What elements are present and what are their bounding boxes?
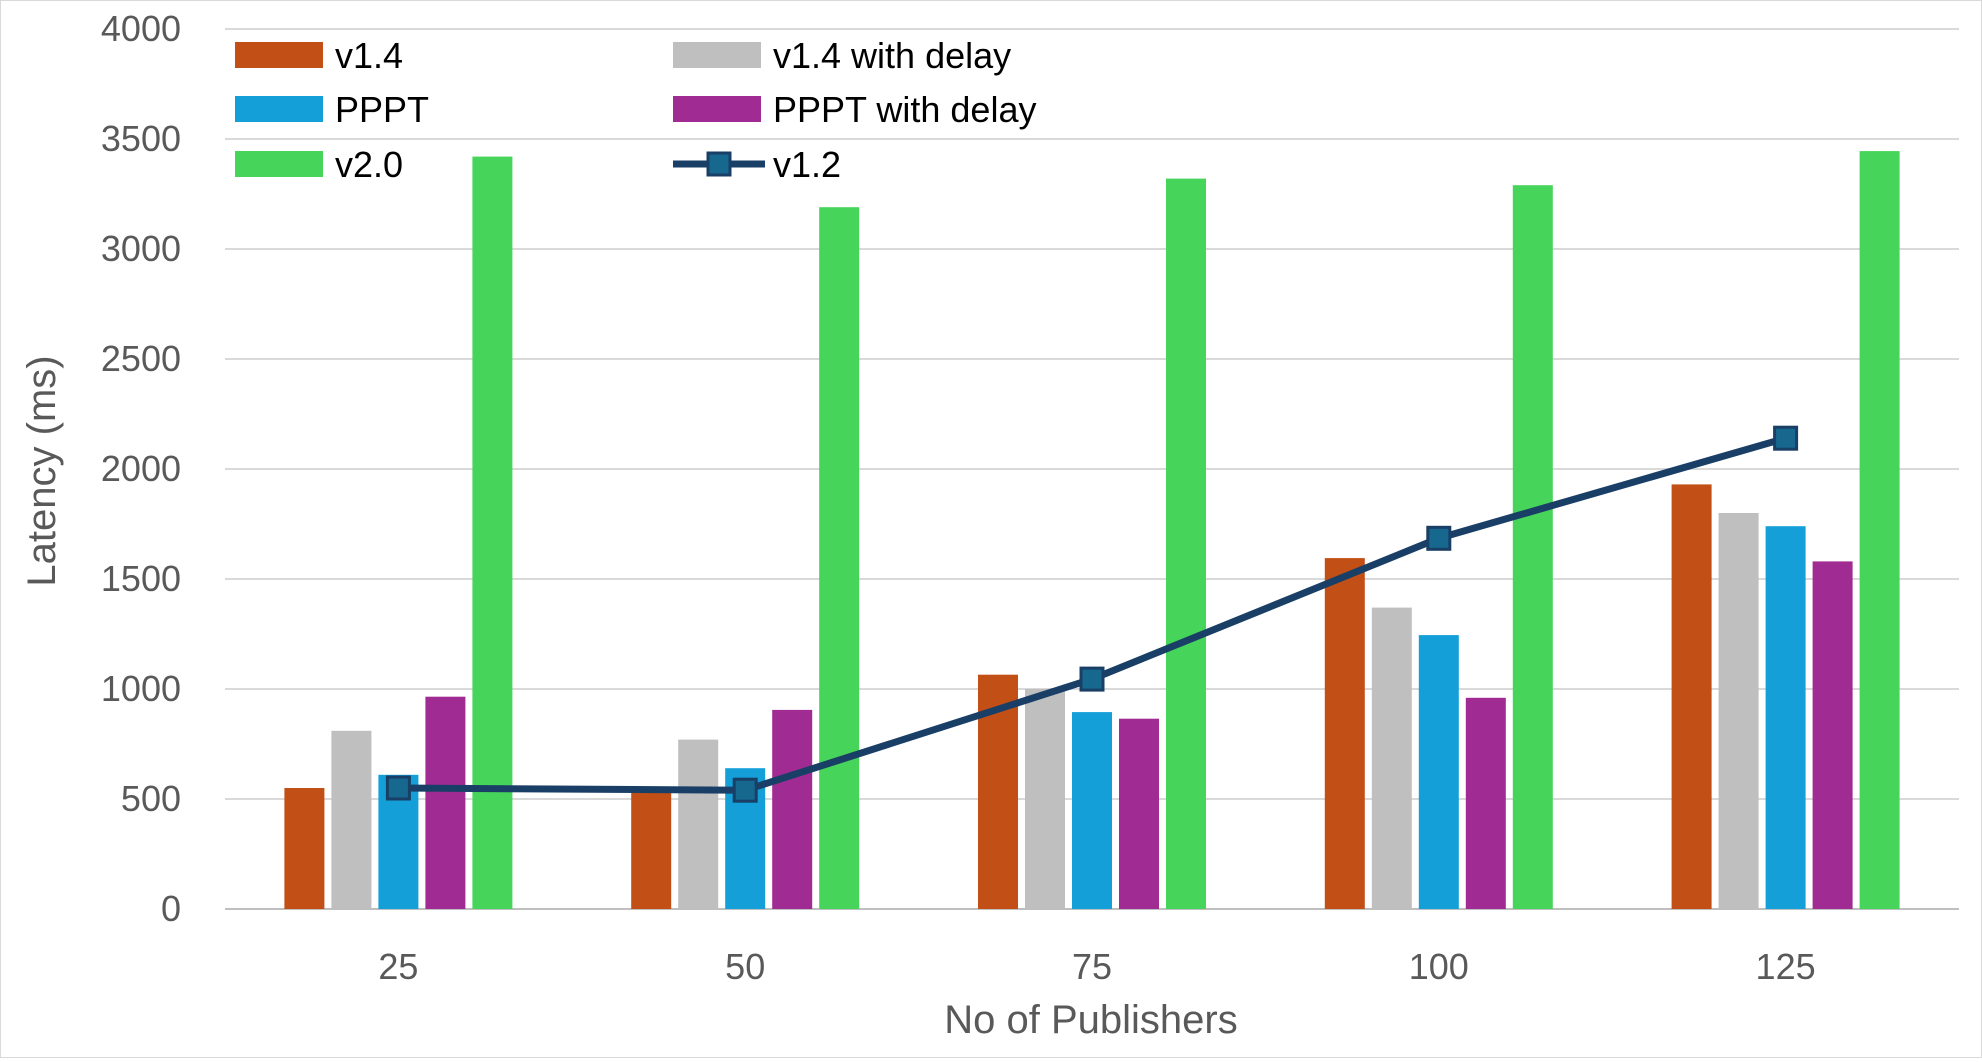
bar-pppt-with-delay-125	[1812, 561, 1853, 909]
bar-v2-0-125	[1859, 151, 1900, 910]
point-v1-2-50	[732, 777, 758, 803]
y-tick-label: 2500	[101, 338, 181, 379]
bar-pppt-with-delay-50	[772, 709, 813, 909]
bar-v1-4-25	[284, 788, 325, 909]
legend-item-pppt: PPPT	[235, 89, 429, 130]
bar-v2-0-75	[1166, 178, 1206, 910]
bar-v1-4-with-delay-75	[1025, 689, 1065, 909]
x-tick-label: 100	[1409, 946, 1469, 987]
bar-pppt-with-delay-25	[425, 696, 466, 909]
point-v1-2-75	[1079, 666, 1105, 692]
y-tick-label: 3500	[101, 118, 181, 159]
y-tick-label: 2000	[101, 448, 181, 489]
bar-pppt-125	[1765, 526, 1806, 909]
y-axis-title: Latency (ms)	[20, 355, 64, 586]
bar-pppt-with-delay-100	[1465, 697, 1506, 909]
legend-item-v2-0: v2.0	[235, 144, 403, 185]
y-axis-ticks: 0 500 1000 1500 2000 2500 3000 3500 4000	[101, 8, 181, 929]
legend-label: v1.4	[335, 35, 403, 76]
x-tick-label: 125	[1756, 946, 1816, 987]
legend-label: PPPT	[335, 89, 429, 130]
x-tick-label: 50	[725, 946, 765, 987]
legend-swatch	[235, 96, 323, 122]
legend-item-v1-2: v1.2	[673, 144, 841, 185]
bar-v1-4-with-delay-100	[1371, 607, 1412, 909]
x-tick-label: 75	[1072, 946, 1112, 987]
legend-label: v1.4 with delay	[773, 35, 1011, 76]
legend-item-v1-4: v1.4	[235, 35, 403, 76]
y-tick-label: 3000	[101, 228, 181, 269]
legend-swatch	[235, 151, 323, 177]
point-v1-2-25	[385, 775, 411, 801]
legend-label: PPPT with delay	[773, 89, 1036, 130]
bar-v1-4-100	[1324, 558, 1365, 909]
y-tick-label: 1000	[101, 668, 181, 709]
bar-v2-0-100	[1512, 185, 1553, 909]
bar-pppt-75	[1072, 712, 1112, 909]
y-tick-label: 1500	[101, 558, 181, 599]
bar-v1-4-with-delay-50	[678, 739, 719, 909]
point-v1-2-100	[1426, 525, 1452, 551]
bars	[284, 151, 1900, 910]
legend-swatch	[673, 42, 761, 68]
legend: v1.4 v1.4 with delay PPPT PPPT with delay v2…	[235, 35, 1036, 185]
legend-label: v2.0	[335, 144, 403, 185]
bar-v1-4-50	[631, 789, 672, 909]
legend-marker	[706, 151, 732, 177]
legend-swatch	[235, 42, 323, 68]
bar-v2-0-25	[472, 156, 513, 910]
y-tick-label: 4000	[101, 8, 181, 49]
x-axis-ticks: 25 50 75 100 125	[378, 946, 1815, 987]
x-tick-label: 25	[378, 946, 418, 987]
bar-pppt-100	[1418, 635, 1459, 909]
bar-v2-0-50	[819, 207, 860, 909]
bar-v1-4-with-delay-25	[331, 730, 372, 909]
x-axis-title: No of Publishers	[944, 998, 1237, 1042]
line-series	[385, 425, 1799, 803]
point-v1-2-125	[1773, 425, 1799, 451]
bar-v1-4-125	[1671, 484, 1712, 909]
grid-lines	[225, 28, 1959, 910]
bar-pppt-with-delay-75	[1119, 718, 1159, 909]
legend-item-pppt-with-delay: PPPT with delay	[673, 89, 1036, 130]
y-tick-label: 0	[161, 888, 181, 929]
legend-item-v1-4-with-delay: v1.4 with delay	[673, 35, 1011, 76]
legend-swatch	[673, 96, 761, 122]
legend-label: v1.2	[773, 144, 841, 185]
y-tick-label: 500	[121, 778, 181, 819]
bar-v1-4-with-delay-125	[1718, 513, 1759, 909]
